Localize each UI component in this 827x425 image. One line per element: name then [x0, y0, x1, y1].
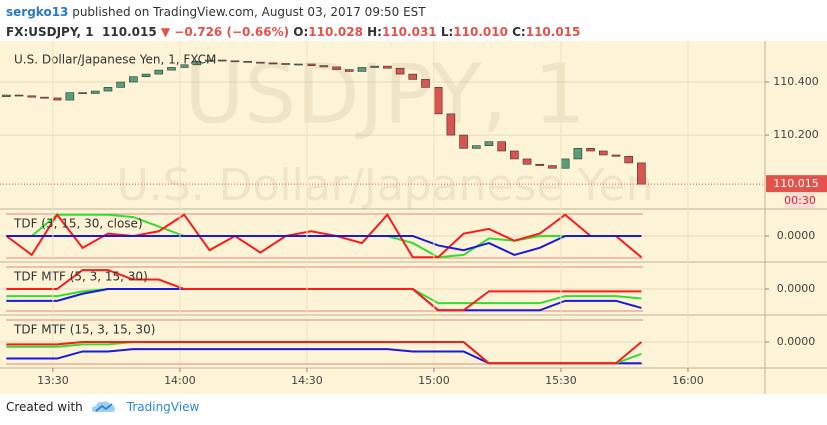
candle-body [522, 158, 532, 165]
candle-body [611, 154, 621, 157]
candle-body [421, 79, 430, 88]
watermark-subtitle: U.S. Dollar/Japanese Yen [117, 160, 654, 211]
indicator-title: TDF MTF (5, 3, 15, 30) [13, 270, 148, 284]
indicator-line [6, 269, 642, 312]
candle-body [459, 134, 468, 149]
author[interactable]: sergko13 [6, 5, 69, 19]
candle-body [497, 141, 506, 152]
candle-body [141, 73, 151, 78]
x-tick-label: 15:30 [545, 374, 577, 387]
candle-body [192, 61, 202, 66]
x-tick-label: 15:00 [418, 374, 450, 387]
candle-body [230, 60, 240, 63]
chart-background [0, 41, 827, 394]
candle-body [383, 65, 392, 69]
last: 110.015 [102, 25, 157, 39]
watermark: USDJPY, 1 [184, 47, 585, 142]
candle-body [319, 65, 329, 68]
low: 110.010 [453, 25, 508, 39]
candle-body [205, 59, 214, 62]
high: 110.031 [381, 25, 437, 39]
candle-body [129, 76, 138, 83]
x-tick-label: 14:30 [291, 374, 323, 387]
brand[interactable]: TradingView [126, 400, 200, 414]
candle-body [103, 87, 113, 92]
candle-body [268, 62, 278, 65]
candle-body [2, 94, 11, 97]
candle-body [27, 95, 37, 98]
candle-body [90, 90, 100, 94]
open: 110.028 [308, 25, 363, 39]
candle-body [281, 63, 291, 65]
y-tick-label: 110.200 [773, 128, 819, 141]
candle-body [332, 66, 341, 70]
y-tick-label: 110.400 [773, 75, 819, 88]
candle-body [433, 87, 443, 115]
x-tick-label: 14:00 [164, 374, 196, 387]
countdown: 00:30 [784, 194, 816, 207]
candle-body [484, 141, 494, 146]
candle-body [598, 150, 608, 156]
header: sergko13 published on TradingView.com, A… [6, 2, 580, 42]
candle-body [395, 67, 405, 75]
indicator-line [5, 212, 643, 259]
indicator-title: TDF (3, 15, 30, close) [13, 217, 143, 231]
candle-body [370, 65, 379, 68]
change: ▼ −0.726 (−0.66%) [160, 25, 290, 39]
symbol: FX:USDJPY, 1 [6, 25, 94, 39]
countdown-box [785, 193, 815, 209]
candle-body [624, 155, 633, 164]
logo [91, 401, 115, 412]
candle-body [344, 69, 354, 72]
candle-body [167, 67, 176, 71]
last-price-label: 110.015 [773, 177, 819, 190]
candle-body [357, 67, 367, 72]
candle-body [116, 81, 125, 88]
y-tick-label: 0.0000 [777, 282, 816, 295]
candle-body [510, 150, 519, 160]
close: 110.015 [525, 25, 581, 39]
y-tick-label: 0.0000 [777, 335, 816, 348]
y-tick-label: 0.0000 [777, 229, 816, 242]
candle-body [14, 94, 24, 97]
candle-body [154, 69, 164, 75]
candle-body [446, 113, 456, 136]
last-price-box [766, 175, 827, 193]
candle-body [471, 145, 481, 149]
candle-body [65, 92, 75, 101]
candle-body [306, 63, 316, 66]
c-label: C: [512, 25, 526, 39]
candle-body [573, 148, 583, 160]
x-tick-label: 16:00 [672, 374, 704, 387]
candle-body [40, 96, 49, 99]
candle-body [586, 148, 595, 152]
x-tick-label: 13:30 [37, 374, 69, 387]
candle-body [243, 61, 252, 63]
indicator-line [6, 235, 642, 256]
created-with: Created with [6, 400, 83, 414]
indicator-title: TDF MTF (15, 3, 15, 30) [13, 323, 155, 337]
candle-body [52, 97, 62, 101]
candle-body [637, 162, 646, 185]
candle-body [217, 59, 227, 62]
o-label: O: [293, 25, 309, 39]
candle-body [294, 63, 303, 66]
candle-body [548, 165, 557, 169]
candle-body [78, 92, 87, 94]
candle-body [408, 73, 418, 80]
footer: Created with TradingView [6, 399, 199, 415]
l-label: L: [440, 25, 454, 39]
candle-body [535, 163, 545, 166]
published: published on TradingView.com, August 03,… [68, 5, 426, 19]
indicator-line [6, 341, 643, 365]
candle-body [256, 61, 265, 64]
chart-title: U.S. Dollar/Japanese Yen, 1, FXCM [14, 53, 216, 67]
candle-body [560, 158, 570, 169]
h-label: H: [367, 25, 382, 39]
